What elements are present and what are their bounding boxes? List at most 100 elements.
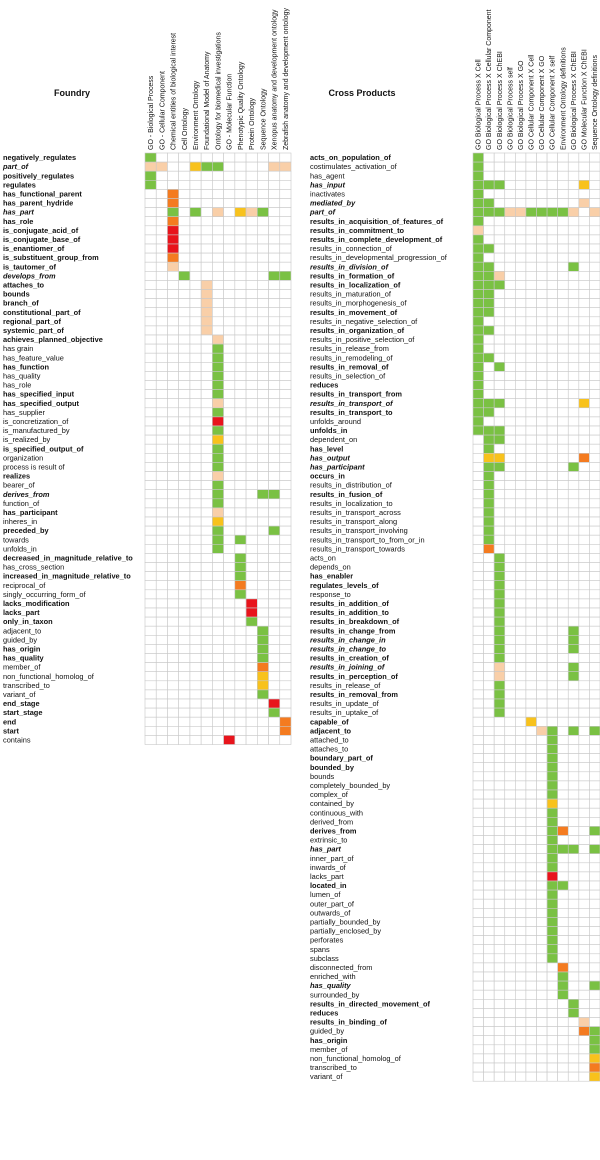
cross-row: lumen_of xyxy=(310,889,600,900)
cross-empty-cell xyxy=(536,498,548,509)
cross-empty-cell xyxy=(504,425,516,436)
cross-empty-cell xyxy=(504,835,516,845)
cross-empty-cell xyxy=(515,989,527,1000)
foundry-row-label: regulates xyxy=(3,180,36,189)
cross-empty-cell xyxy=(536,816,548,827)
foundry-row-label: achieves_planned_objective xyxy=(3,335,103,344)
cross-empty-cell xyxy=(504,616,516,627)
cross-row-label: lacks_part xyxy=(310,872,344,881)
cross-row-label: results_in_transport_along xyxy=(310,517,397,526)
cross-row-label: results_in_transport_involving xyxy=(310,526,408,535)
cross-empty-cell xyxy=(525,980,537,991)
cross-filled-cell xyxy=(493,553,506,563)
foundry-empty-cell xyxy=(155,680,168,691)
foundry-empty-cell xyxy=(189,261,202,272)
foundry-filled-cell xyxy=(212,352,224,363)
cross-empty-cell xyxy=(546,607,558,618)
foundry-empty-cell xyxy=(245,562,258,572)
cross-empty-cell xyxy=(525,853,537,864)
cross-filled-cell xyxy=(483,452,495,463)
foundry-empty-cell xyxy=(257,534,269,545)
foundry-filled-cell xyxy=(167,207,179,218)
cross-filled-cell xyxy=(493,580,506,591)
cross-empty-cell xyxy=(578,671,590,682)
cross-empty-cell xyxy=(525,889,537,900)
foundry-empty-cell xyxy=(257,280,269,290)
cross-empty-cell xyxy=(493,325,506,336)
cross-row-label: has_quality xyxy=(310,981,352,990)
cross-empty-cell xyxy=(546,598,558,609)
cross-empty-cell xyxy=(515,698,527,709)
cross-empty-cell xyxy=(515,980,527,991)
foundry-empty-cell xyxy=(144,280,157,290)
foundry-empty-cell xyxy=(279,543,292,554)
foundry-empty-cell xyxy=(279,598,292,609)
cross-empty-cell xyxy=(472,653,484,663)
cross-empty-cell xyxy=(483,762,495,773)
foundry-empty-cell xyxy=(268,371,281,381)
cross-filled-cell xyxy=(546,935,558,945)
cross-empty-cell xyxy=(567,580,580,591)
cross-filled-cell xyxy=(546,853,558,864)
cross-empty-cell xyxy=(567,835,580,845)
cross-empty-cell xyxy=(557,298,569,309)
foundry-empty-cell xyxy=(167,389,179,400)
cross-filled-cell xyxy=(557,962,569,973)
foundry-filled-cell xyxy=(167,189,179,199)
cross-column-header: GO Molecular Function X ChEBI xyxy=(581,49,588,150)
cross-empty-cell xyxy=(567,380,580,390)
cross-row: transcribed_to xyxy=(310,1062,600,1073)
cross-row: results_in_transport_to xyxy=(310,407,600,418)
foundry-empty-cell xyxy=(245,243,258,254)
cross-filled-cell xyxy=(567,844,580,854)
cross-empty-cell xyxy=(567,971,580,982)
cross-empty-cell xyxy=(589,553,600,563)
foundry-empty-cell xyxy=(178,507,191,518)
foundry-empty-cell xyxy=(155,507,168,518)
foundry-filled-cell xyxy=(212,471,224,481)
foundry-row: start xyxy=(3,725,292,736)
cross-empty-cell xyxy=(504,307,516,318)
foundry-empty-cell xyxy=(189,634,202,645)
cross-row: results_in_remodeling_of xyxy=(310,352,600,363)
cross-filled-cell xyxy=(472,261,484,272)
cross-empty-cell xyxy=(483,634,495,645)
cross-empty-cell xyxy=(589,680,600,691)
foundry-empty-cell xyxy=(279,689,292,700)
foundry-empty-cell xyxy=(200,716,213,727)
cross-empty-cell xyxy=(525,971,537,982)
foundry-empty-cell xyxy=(144,443,157,454)
foundry-empty-cell xyxy=(268,553,281,563)
foundry-empty-cell xyxy=(212,589,224,600)
cross-row-label: results_in_binding_of xyxy=(310,1018,387,1027)
cross-filled-cell xyxy=(472,389,484,400)
cross-empty-cell xyxy=(578,261,590,272)
cross-empty-cell xyxy=(536,543,548,554)
cross-empty-cell xyxy=(525,862,537,873)
cross-empty-cell xyxy=(472,971,484,982)
cross-empty-cell xyxy=(493,389,506,400)
cross-row-label: results_in_formation_of xyxy=(310,271,395,280)
foundry-row-label: adjacent_to xyxy=(3,626,41,635)
cross-empty-cell xyxy=(483,334,495,345)
foundry-empty-cell xyxy=(257,261,269,272)
cross-empty-cell xyxy=(578,1053,590,1064)
cross-empty-cell xyxy=(504,516,516,527)
foundry-empty-cell xyxy=(178,343,191,354)
cross-empty-cell xyxy=(515,753,527,763)
cross-empty-cell xyxy=(504,170,516,181)
cross-empty-cell xyxy=(515,962,527,973)
cross-empty-cell xyxy=(578,598,590,609)
cross-row-label: has_output xyxy=(310,453,350,462)
foundry-empty-cell xyxy=(144,416,157,427)
cross-empty-cell xyxy=(515,480,527,491)
cross-empty-cell xyxy=(567,489,580,500)
cross-empty-cell xyxy=(589,607,600,618)
foundry-row: is_conjugate_base_of xyxy=(3,234,292,245)
cross-empty-cell xyxy=(504,944,516,955)
cross-empty-cell xyxy=(567,753,580,763)
foundry-empty-cell xyxy=(144,553,157,563)
cross-empty-cell xyxy=(472,926,484,936)
cross-empty-cell xyxy=(472,534,484,545)
foundry-column-header: Foundational Model of Anatomy xyxy=(204,51,211,150)
